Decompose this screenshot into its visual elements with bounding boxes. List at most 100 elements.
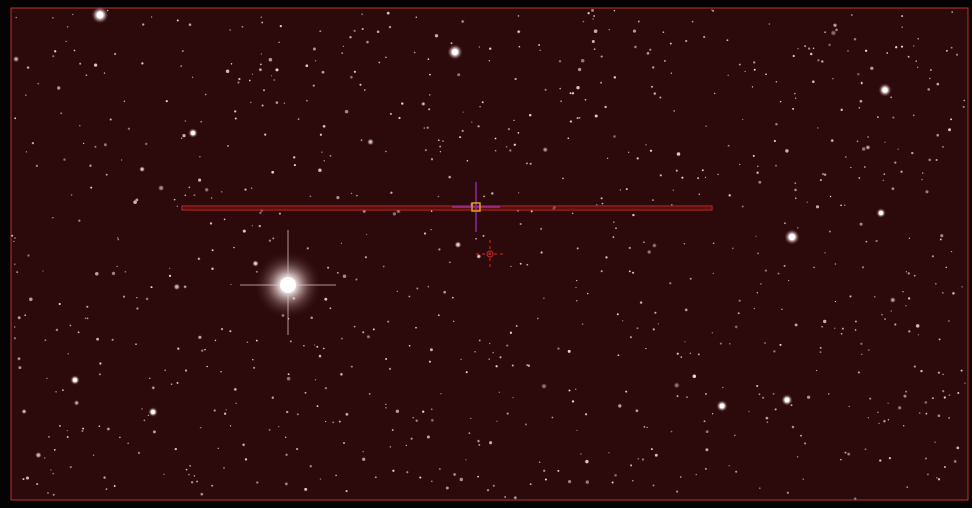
star [170, 383, 173, 386]
star [786, 491, 790, 494]
star [364, 256, 367, 259]
star [574, 388, 577, 391]
star [800, 434, 802, 437]
star [67, 26, 69, 28]
star [185, 468, 188, 471]
star [795, 197, 797, 199]
star [488, 342, 491, 345]
star [848, 405, 850, 408]
star [790, 404, 793, 407]
star [495, 365, 498, 368]
star [322, 347, 325, 350]
star [840, 204, 842, 207]
star [287, 373, 290, 376]
star [141, 408, 143, 410]
star [823, 172, 827, 177]
star [105, 173, 108, 176]
star [361, 27, 364, 31]
star [632, 271, 635, 274]
star [636, 327, 639, 330]
star [540, 382, 548, 390]
star [673, 382, 680, 389]
star [342, 274, 347, 279]
star [25, 151, 27, 153]
star [253, 366, 256, 369]
star [683, 243, 686, 245]
star [211, 484, 214, 487]
star [584, 98, 587, 101]
star [470, 417, 472, 420]
star [606, 157, 609, 159]
star [114, 52, 117, 56]
star [569, 120, 573, 123]
star [396, 290, 398, 292]
star [430, 210, 433, 212]
star [220, 371, 222, 373]
star [278, 41, 280, 44]
star [439, 151, 442, 153]
star [726, 39, 729, 42]
star [757, 252, 759, 255]
star [356, 194, 358, 197]
star [517, 192, 520, 194]
star [854, 329, 857, 331]
star [344, 412, 350, 417]
star [618, 404, 622, 408]
star [89, 164, 92, 167]
star [278, 425, 280, 428]
star [210, 197, 213, 199]
star [198, 178, 202, 182]
star [55, 328, 59, 332]
star [883, 173, 886, 176]
star [567, 137, 570, 140]
star [340, 337, 343, 340]
star [921, 178, 923, 181]
star [659, 174, 662, 177]
star [897, 405, 903, 411]
star [412, 417, 414, 419]
star [942, 373, 944, 376]
star [584, 413, 588, 416]
star [234, 110, 237, 113]
star [557, 347, 560, 350]
star [908, 237, 911, 239]
star [506, 412, 509, 415]
star [612, 134, 617, 139]
star [199, 426, 202, 429]
star [67, 353, 69, 355]
star [388, 367, 392, 371]
star [209, 222, 213, 225]
star [940, 234, 944, 238]
star [120, 159, 123, 161]
star [870, 66, 874, 71]
star [365, 233, 368, 236]
star [271, 396, 274, 399]
star [943, 396, 946, 399]
star [647, 250, 651, 254]
star [492, 351, 494, 354]
star [840, 332, 843, 335]
star [199, 492, 204, 497]
star [434, 34, 439, 38]
star [516, 29, 521, 34]
star [759, 487, 761, 489]
star [711, 332, 713, 334]
star [936, 133, 939, 137]
star [731, 247, 734, 250]
star [293, 164, 296, 167]
star [902, 291, 904, 293]
star [157, 184, 165, 192]
star [319, 478, 322, 480]
star [937, 478, 941, 481]
star [652, 199, 654, 201]
star [722, 386, 724, 389]
star [764, 342, 766, 344]
star [385, 56, 387, 59]
star [494, 137, 497, 140]
star [950, 118, 953, 121]
star [756, 292, 758, 294]
star [362, 331, 365, 334]
star [691, 20, 694, 23]
star [576, 117, 579, 120]
star [926, 473, 929, 476]
